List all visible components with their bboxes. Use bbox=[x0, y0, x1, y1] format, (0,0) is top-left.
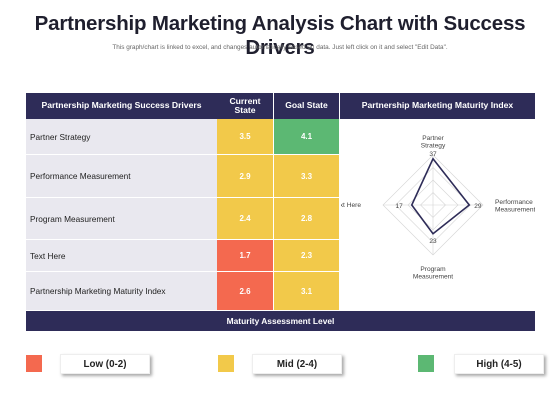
goal-state-value: 2.8 bbox=[274, 198, 339, 240]
radar-axis-label: Partner Strategy bbox=[421, 135, 446, 150]
legend-label: Mid (2-4) bbox=[252, 354, 342, 374]
header-current-state: Current State bbox=[229, 95, 261, 115]
legend-swatch bbox=[418, 355, 434, 372]
goal-state-value: 4.1 bbox=[274, 119, 339, 155]
page-title: Partnership Marketing Analysis Chart wit… bbox=[34, 12, 526, 59]
header-drivers: Partnership Marketing Success Drivers bbox=[41, 100, 202, 111]
legend-label: Low (0-2) bbox=[60, 354, 150, 374]
goal-state-value: 3.1 bbox=[274, 272, 339, 311]
page-subtitle: This graph/chart is linked to excel, and… bbox=[112, 44, 448, 51]
current-state-value: 2.4 bbox=[217, 198, 273, 240]
radar-axis-label: Performance Measurement bbox=[495, 199, 535, 214]
driver-label: Program Measurement bbox=[26, 198, 217, 240]
table-footer: Maturity Assessment Level bbox=[26, 311, 535, 331]
legend-label: High (4-5) bbox=[454, 354, 544, 374]
legend-swatch bbox=[218, 355, 234, 372]
legend-item-mid: Mid (2-4) bbox=[218, 354, 348, 374]
current-state-value: 3.5 bbox=[217, 119, 273, 155]
goal-state-value: 2.3 bbox=[274, 240, 339, 272]
goal-state-value: 3.3 bbox=[274, 155, 339, 198]
driver-label: Text Here bbox=[26, 240, 217, 272]
current-state-value: 2.6 bbox=[217, 272, 273, 311]
maturity-table: Partnership Marketing Success Drivers Cu… bbox=[26, 93, 535, 331]
radar-series-polygon bbox=[410, 157, 471, 235]
radar-value-label: 23 bbox=[429, 238, 437, 245]
driver-label: Performance Measurement bbox=[26, 155, 217, 198]
radar-axis-label: Text Here bbox=[341, 202, 361, 209]
legend-item-high: High (4-5) bbox=[418, 354, 548, 374]
radar-value-label: 37 bbox=[429, 151, 437, 158]
driver-label: Partner Strategy bbox=[26, 119, 217, 155]
radar-value-label: 29 bbox=[474, 203, 482, 210]
radar-chart: 37 29 23 17 Partner Strategy Performance Measur… bbox=[341, 135, 535, 281]
legend-item-low: Low (0-2) bbox=[26, 354, 156, 374]
radar-chart-panel: 37 29 23 17 Partner Strategy Performance Measur… bbox=[341, 119, 535, 310]
driver-label: Partnership Marketing Maturity Index bbox=[26, 272, 217, 311]
current-state-value: 1.7 bbox=[217, 240, 273, 272]
header-maturity-index: Partnership Marketing Maturity Index bbox=[339, 93, 535, 119]
radar-axis-label: Program Measurement bbox=[413, 266, 453, 281]
legend-swatch bbox=[26, 355, 42, 372]
current-state-value: 2.9 bbox=[217, 155, 273, 198]
table-header: Partnership Marketing Success Drivers Cu… bbox=[26, 93, 535, 119]
radar-value-label: 17 bbox=[396, 203, 404, 210]
header-goal-state: Goal State bbox=[273, 93, 339, 119]
